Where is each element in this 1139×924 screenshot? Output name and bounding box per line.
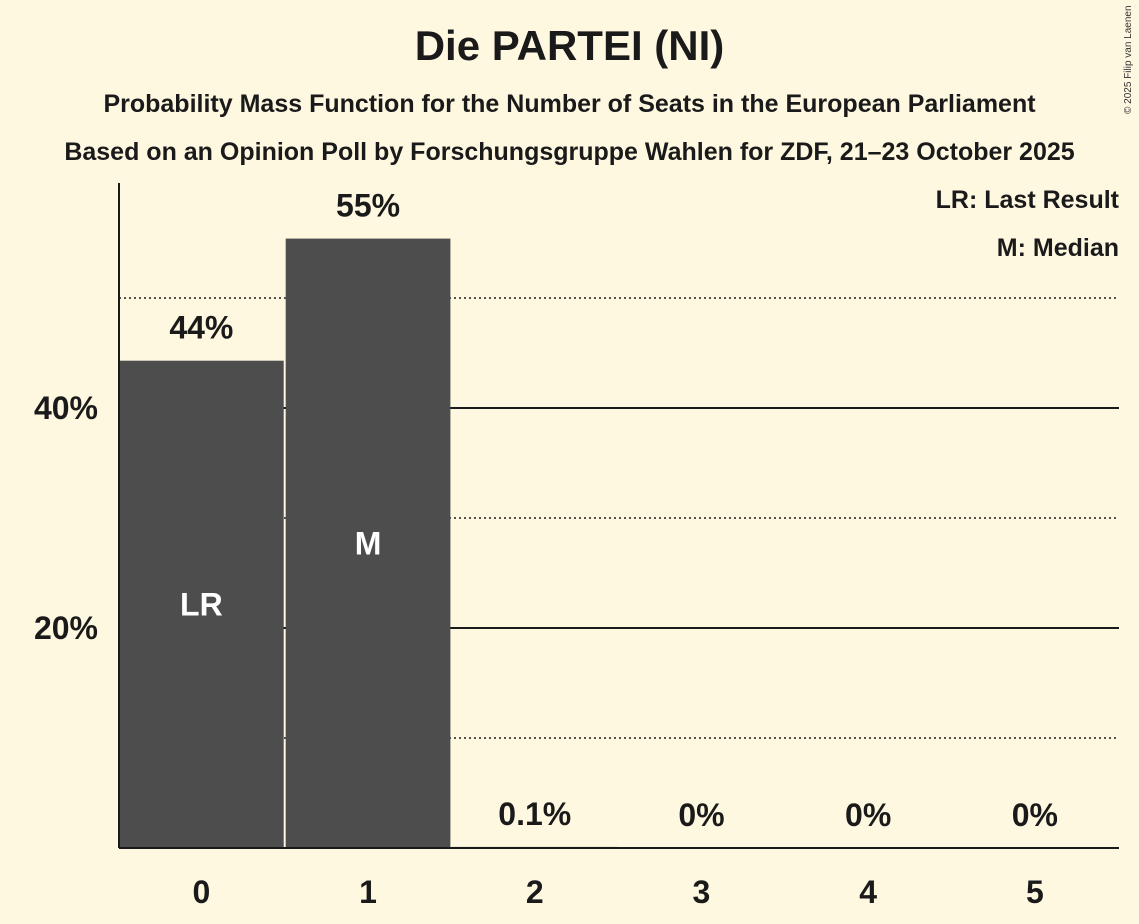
value-label: 0% <box>678 797 724 833</box>
chart-source-line: Based on an Opinion Poll by Forschungsgr… <box>64 138 1075 166</box>
x-tick-label: 0 <box>192 874 210 910</box>
legend-last-result: LR: Last Result <box>935 186 1119 214</box>
x-tick-label: 3 <box>693 874 711 910</box>
value-label: 44% <box>169 310 233 346</box>
value-label: 0.1% <box>498 796 571 832</box>
y-tick-label: 20% <box>34 610 98 646</box>
x-tick-label: 4 <box>859 874 877 910</box>
gridlines <box>119 297 1119 739</box>
bar-seats-1 <box>285 238 451 849</box>
bar-seats-0 <box>119 360 284 848</box>
legend-median: M: Median <box>996 234 1119 262</box>
bars <box>119 238 618 849</box>
labels: 20% 40% 0 1 2 3 4 5 44% 55% 0.1% 0% 0% 0% LR M <box>34 188 1058 910</box>
value-label: 0% <box>1012 797 1058 833</box>
bar-marker-lr: LR <box>180 586 223 622</box>
x-tick-label: 5 <box>1026 874 1044 910</box>
value-label: 0% <box>845 797 891 833</box>
y-tick-label: 40% <box>34 390 98 426</box>
x-tick-label: 1 <box>359 874 377 910</box>
chart-subtitle: Probability Mass Function for the Number… <box>103 90 1036 118</box>
axes <box>118 183 1119 849</box>
value-label: 55% <box>336 188 400 224</box>
chart-title: Die PARTEI (NI) <box>414 22 725 69</box>
x-tick-label: 2 <box>526 874 544 910</box>
bar-marker-m: M <box>355 525 382 561</box>
